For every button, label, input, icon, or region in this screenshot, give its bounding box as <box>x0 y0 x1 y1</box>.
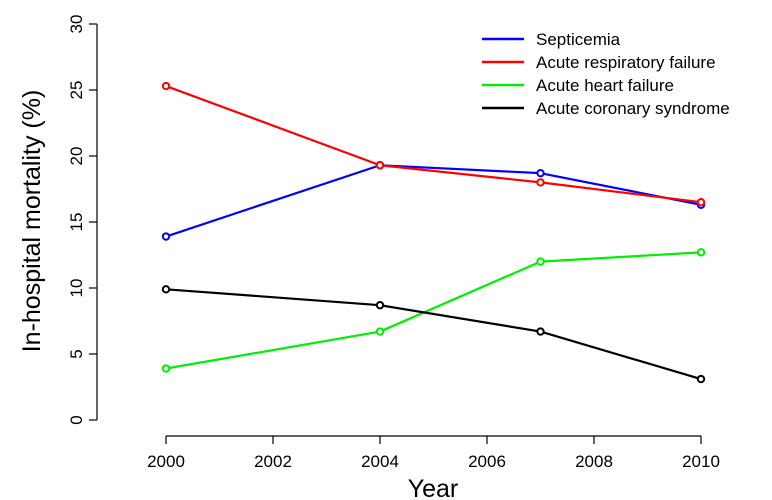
x-tick-label: 2008 <box>575 452 613 471</box>
y-tick-label: 15 <box>67 213 86 232</box>
x-tick-label: 2004 <box>361 452 399 471</box>
data-point <box>375 161 385 170</box>
legend-label: Acute respiratory failure <box>536 53 716 72</box>
data-point <box>375 327 385 336</box>
series-line <box>165 288 702 381</box>
x-tick-label: 2010 <box>682 452 720 471</box>
data-point <box>161 81 171 91</box>
y-tick-label: 25 <box>67 81 86 100</box>
x-axis: 2000 2002 2004 2006 2008 2010 <box>147 435 720 471</box>
y-tick-label: 20 <box>67 147 86 166</box>
series-line <box>165 85 702 204</box>
x-tick-label: 2002 <box>254 452 292 471</box>
series-3 <box>161 285 706 384</box>
y-tick-label: 5 <box>67 349 86 358</box>
y-tick-label: 10 <box>67 279 86 298</box>
data-point <box>161 285 171 294</box>
legend-entry: Acute respiratory failure <box>482 53 716 72</box>
legend-label: Acute coronary syndrome <box>536 99 730 118</box>
x-tick-label: 2006 <box>468 452 506 471</box>
legend-entry: Septicemia <box>482 30 621 49</box>
data-point <box>536 178 545 187</box>
legend-entry: Acute heart failure <box>482 76 674 95</box>
x-tick-label: 2000 <box>147 452 185 471</box>
x-axis-title: Year <box>408 475 459 500</box>
y-axis-title: In-hospital mortality (%) <box>18 90 46 353</box>
y-axis: 0 5 10 15 20 25 30 <box>67 15 98 425</box>
data-point <box>375 300 385 310</box>
legend-label: Septicemia <box>536 30 621 49</box>
data-point <box>696 374 706 384</box>
data-point <box>536 168 545 178</box>
legend-label: Acute heart failure <box>536 76 674 95</box>
series-0 <box>161 161 706 241</box>
series-2 <box>161 248 706 373</box>
data-point <box>161 232 171 241</box>
series-1 <box>161 81 706 207</box>
data-point <box>696 198 706 207</box>
series-layer <box>161 81 706 384</box>
y-tick-label: 0 <box>67 415 86 424</box>
legend-entry: Acute coronary syndrome <box>482 99 730 118</box>
data-point <box>536 327 545 336</box>
series-line <box>165 251 702 370</box>
data-point <box>536 257 545 266</box>
series-line <box>165 164 702 238</box>
data-point <box>161 364 171 373</box>
y-tick-label: 30 <box>67 15 86 34</box>
legend: Septicemia Acute respiratory failure Acute… <box>482 30 730 118</box>
data-point <box>696 248 706 257</box>
